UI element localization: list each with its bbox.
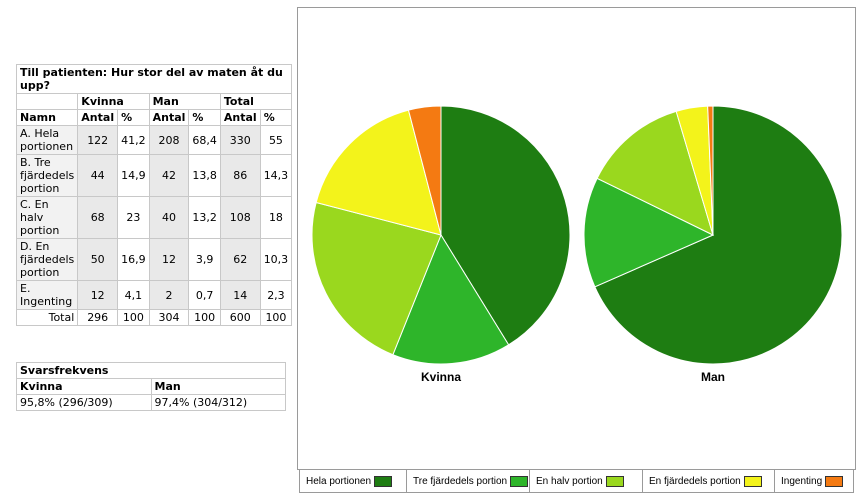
man-antal: 2 [148,280,190,310]
legend-label: En fjärdedels portion [649,475,741,487]
col-header-pct: % [259,109,293,126]
legend-label: Hela portionen [306,475,372,487]
response-value-kvinna: 95,8% (296/309) [16,394,152,411]
kvinna-pct: 41,2 [117,125,150,155]
row-name: D. En fjärdedels portion [15,238,79,281]
response-rate-title: Svarsfrekvens [16,362,286,379]
total-antal: 330 [219,125,261,155]
col-header-antal: Antal [219,109,261,126]
legend-item: En fjärdedels portion [643,470,775,492]
total-pct: 55 [259,125,293,155]
pie-slice-kvinna-4 [315,109,442,236]
kvinna-pct: 14,9 [117,154,150,197]
total-antal: 62 [219,238,261,281]
legend-item: En halv portion [530,470,643,492]
total-pct: 2,3 [259,280,293,310]
table-row: A. Hela portionen 122 41,2 208 68,4 330 55 [15,125,293,155]
row-name: B. Tre fjärdedels portion [15,154,79,197]
total-pct: 10,3 [259,238,293,281]
table-row: E. Ingenting 12 4,1 2 0,7 14 2,3 [15,280,293,310]
total-pct: 14,3 [259,154,293,197]
group-header-total: Total [219,93,293,110]
pie-slice-man-5 [707,105,714,236]
table-row: D. En fjärdedels portion 50 16,9 12 3,9 62 10,… [15,238,293,281]
total-kvinna-antal: 296 [77,309,119,326]
kvinna-antal: 68 [77,196,119,239]
total-pct: 18 [259,196,293,239]
total-antal: 108 [219,196,261,239]
total-antal: 14 [219,280,261,310]
kvinna-pct: 4,1 [117,280,150,310]
chart-legend: Hela portionen Tre fjärdedels portion En h… [299,469,854,493]
col-header-antal: Antal [148,109,190,126]
total-kvinna-pct: 100 [117,309,150,326]
legend-label: En halv portion [536,475,603,487]
total-label: Total [15,309,79,326]
question-title: Till patienten: Hur stor del av maten åt… [15,64,293,94]
response-rate-table: Svarsfrekvens Kvinna Man 95,8% (296/309)… [16,362,286,411]
pie-slice-kvinna-3 [311,201,442,356]
col-header-antal: Antal [77,109,119,126]
col-header-namn: Namn [15,109,79,126]
pie-slice-kvinna-2 [392,233,510,365]
pie-label-man: Man [701,370,725,384]
man-antal: 12 [148,238,190,281]
pie-slice-kvinna-5 [407,105,442,236]
kvinna-antal: 122 [77,125,119,155]
man-pct: 3,9 [188,238,221,281]
col-header-pct: % [117,109,150,126]
total-all-antal: 600 [219,309,261,326]
table-row: C. En halv portion 68 23 40 13,2 108 18 [15,196,293,239]
legend-item: Hela portionen [300,470,407,492]
row-name: C. En halv portion [15,196,79,239]
legend-swatch [374,475,393,487]
header-blank [15,93,79,110]
table-row: B. Tre fjärdedels portion 44 14,9 42 13,8 86 1… [15,154,293,197]
pie-slice-man-3 [596,110,714,236]
kvinna-antal: 12 [77,280,119,310]
legend-label: Tre fjärdedels portion [413,475,508,487]
pie-slice-man-1 [594,105,843,365]
man-pct: 68,4 [188,125,221,155]
legend-item: Ingenting [775,470,853,492]
man-pct: 13,2 [188,196,221,239]
group-header-kvinna: Kvinna [77,93,150,110]
kvinna-antal: 50 [77,238,119,281]
col-header-pct: % [188,109,221,126]
pie-slice-kvinna-1 [440,105,571,346]
man-pct: 0,7 [188,280,221,310]
group-header-man: Man [148,93,221,110]
legend-swatch [510,475,529,487]
pie-label-kvinna: Kvinna [421,370,461,384]
legend-swatch [825,475,844,487]
total-man-antal: 304 [148,309,190,326]
total-all-pct: 100 [259,309,293,326]
kvinna-antal: 44 [77,154,119,197]
response-value-man: 97,4% (304/312) [150,394,286,411]
kvinna-pct: 23 [117,196,150,239]
pie-charts: Kvinna Man [311,105,843,384]
legend-swatch [605,475,624,487]
row-name: E. Ingenting [15,280,79,310]
total-man-pct: 100 [188,309,221,326]
man-antal: 40 [148,196,190,239]
response-col-man: Man [150,378,286,395]
pie-slice-man-2 [583,177,715,288]
man-antal: 42 [148,154,190,197]
chart-panel: Kvinna Man [297,7,856,470]
legend-swatch [743,475,762,487]
response-col-kvinna: Kvinna [16,378,152,395]
legend-label: Ingenting [781,475,823,487]
kvinna-pct: 16,9 [117,238,150,281]
results-table: Till patienten: Hur stor del av maten åt… [15,64,293,326]
man-pct: 13,8 [188,154,221,197]
total-antal: 86 [219,154,261,197]
row-name: A. Hela portionen [15,125,79,155]
legend-item: Tre fjärdedels portion [407,470,530,492]
man-antal: 208 [148,125,190,155]
